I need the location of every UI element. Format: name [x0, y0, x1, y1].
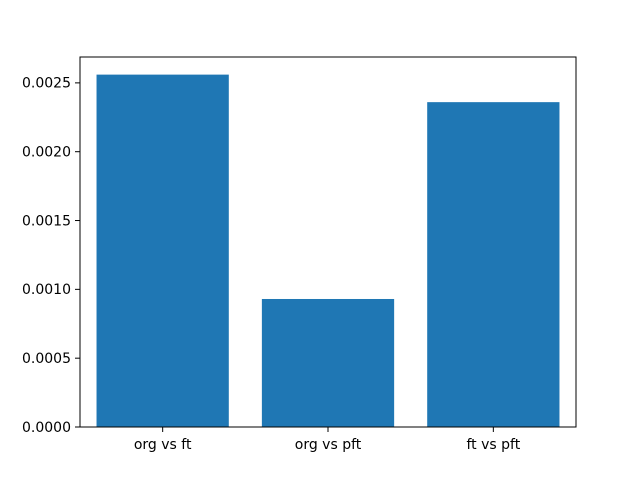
bar-ft-vs-pft — [427, 102, 560, 428]
y-axis-tick-label: 0.0015 — [22, 213, 71, 229]
y-axis-tick-label: 0.0010 — [22, 282, 71, 298]
x-axis-tick-label: org vs ft — [134, 437, 192, 453]
y-axis-tick-label: 0.0000 — [22, 420, 71, 436]
x-axis-tick-label: ft vs pft — [466, 437, 520, 453]
y-axis-tick-label: 0.0020 — [22, 145, 71, 161]
bar-org-vs-pft — [261, 298, 395, 427]
y-axis-tick-label: 0.0005 — [22, 351, 71, 367]
x-axis-tick-label: org vs pft — [295, 437, 362, 453]
y-axis-tick-label: 0.0025 — [22, 76, 71, 92]
bar-org-vs-ft — [96, 74, 229, 428]
